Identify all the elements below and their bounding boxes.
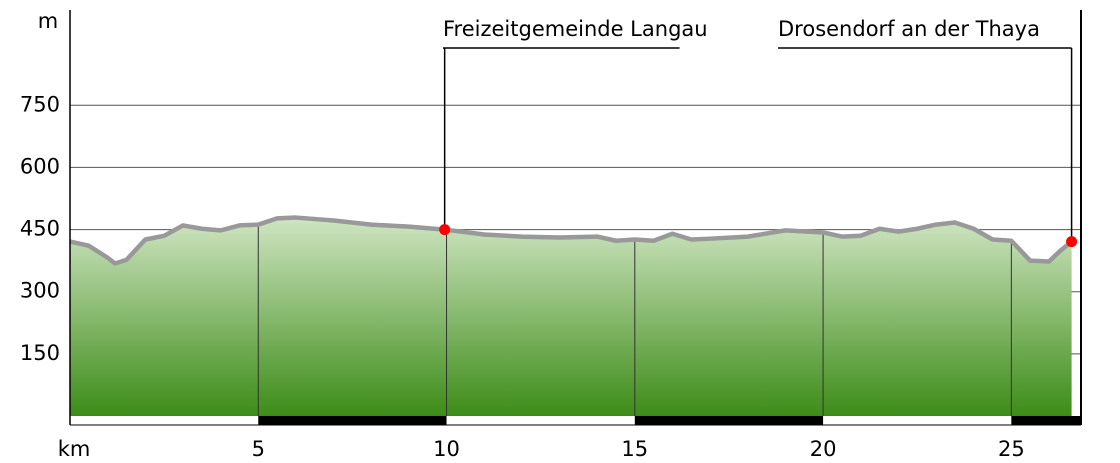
annotation-label: Freizeitgemeinde Langau xyxy=(443,17,708,41)
x-tick-label: 20 xyxy=(810,437,837,461)
y-tick-label: 750 xyxy=(20,92,60,116)
distance-band xyxy=(258,416,447,425)
distance-band xyxy=(634,416,824,425)
y-tick-label: 600 xyxy=(20,154,60,178)
y-tick-label: 300 xyxy=(20,279,60,303)
y-axis-label: m xyxy=(38,9,58,33)
x-axis-label: km xyxy=(58,437,91,461)
area-fill xyxy=(70,217,1072,416)
y-tick-label: 450 xyxy=(20,217,60,241)
y-tick-label: 150 xyxy=(20,341,60,365)
annotation-leader xyxy=(443,47,680,230)
x-tick-label: 5 xyxy=(252,437,265,461)
x-tick-label: 10 xyxy=(433,437,460,461)
x-tick-label: 25 xyxy=(998,437,1025,461)
annotation-label: Drosendorf an der Thaya xyxy=(778,17,1040,41)
annotation-point xyxy=(439,224,451,236)
elevation-line xyxy=(69,215,1074,266)
annotation-point xyxy=(1066,236,1078,248)
x-tick-label: 15 xyxy=(621,437,648,461)
distance-band xyxy=(1011,416,1081,425)
annotation-leader xyxy=(778,47,1073,242)
